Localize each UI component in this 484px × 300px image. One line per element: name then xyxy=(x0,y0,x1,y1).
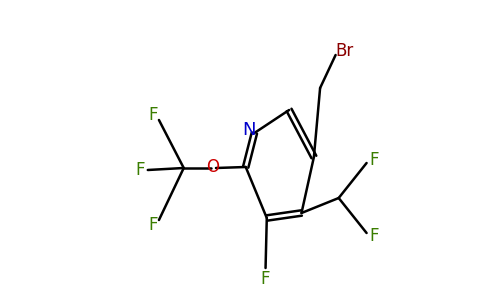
Text: N: N xyxy=(242,121,256,139)
Text: F: F xyxy=(369,151,379,169)
Text: F: F xyxy=(148,106,158,124)
Text: Br: Br xyxy=(335,42,354,60)
Text: O: O xyxy=(207,158,219,176)
Text: F: F xyxy=(369,227,379,245)
Text: F: F xyxy=(148,215,158,233)
Text: F: F xyxy=(261,269,270,287)
Text: F: F xyxy=(136,161,145,179)
